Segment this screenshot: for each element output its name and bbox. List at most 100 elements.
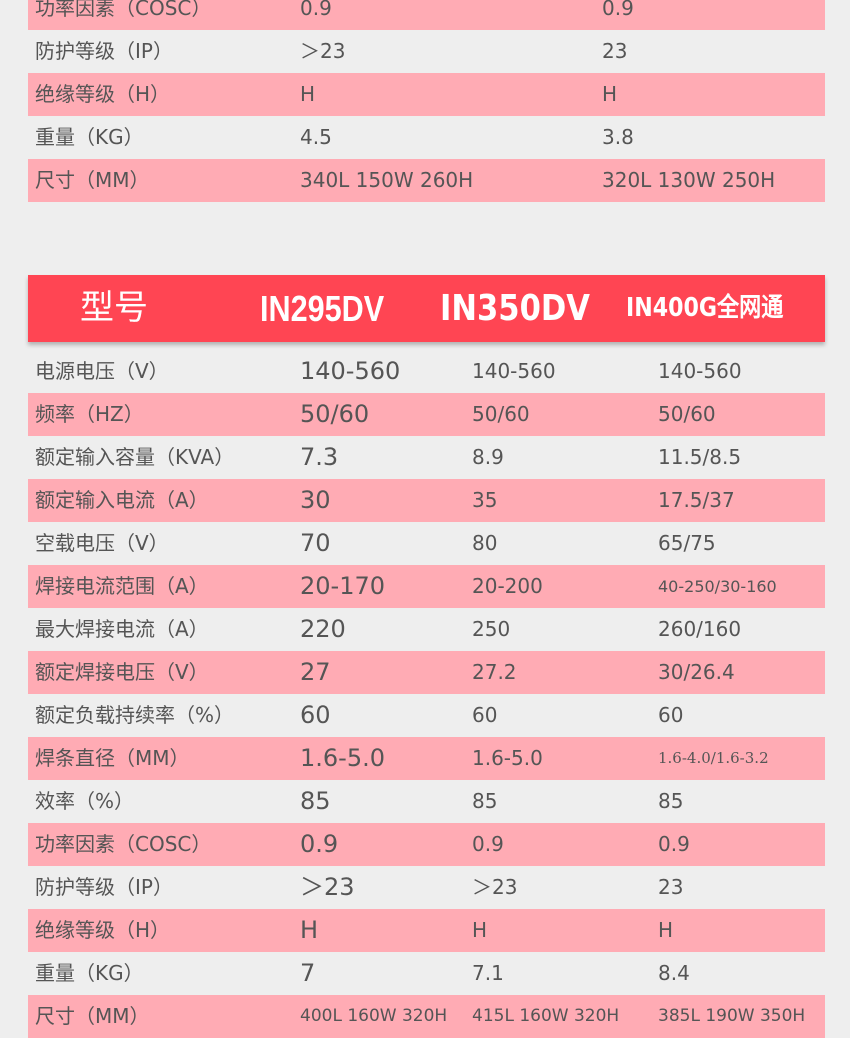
value-cell: 0.9 <box>300 0 332 20</box>
table-row: 尺寸（MM） 340L 150W 260H 320L 130W 250H <box>28 159 825 202</box>
table-row: 重量（KG） 4.5 3.8 <box>28 116 825 159</box>
value-in295dv: 7.3 <box>300 443 339 471</box>
value-in295dv: 140-560 <box>300 357 401 385</box>
table-row: 最大焊接电流（A） 220 250 260/160 <box>28 608 825 651</box>
value-cell: ＞23 <box>300 39 346 63</box>
row-label: 功率因素（COSC） <box>35 832 212 856</box>
table-row: 绝缘等级（H） H H <box>28 73 825 116</box>
table-row: 额定负载持续率（%） 60 60 60 <box>28 694 825 737</box>
value-in400g: 8.4 <box>658 961 690 985</box>
model-in350dv: IN350DV <box>440 288 590 329</box>
value-in350dv: 7.1 <box>472 961 504 985</box>
table-row: 焊条直径（MM） 1.6-5.0 1.6-5.0 1.6-4.0/1.6-3.2 <box>28 737 825 780</box>
row-label: 尺寸（MM） <box>35 168 150 192</box>
value-in350dv: ＞23 <box>472 875 518 899</box>
row-label: 防护等级（IP） <box>35 875 173 899</box>
row-label: 额定输入电流（A） <box>35 488 209 512</box>
value-in295dv: 7 <box>300 959 316 987</box>
table-row: 效率（%） 85 85 85 <box>28 780 825 823</box>
row-label: 焊条直径（MM） <box>35 746 190 770</box>
value-cell: 23 <box>602 39 628 63</box>
value-in350dv: 250 <box>472 617 511 641</box>
row-label: 重量（KG） <box>35 125 144 149</box>
table-row: 频率（HZ） 50/60 50/60 50/60 <box>28 393 825 436</box>
value-in400g: 0.9 <box>658 832 690 856</box>
value-in400g: 17.5/37 <box>658 488 735 512</box>
table-row: 空载电压（V） 70 80 65/75 <box>28 522 825 565</box>
table-row: 绝缘等级（H） H H H <box>28 909 825 952</box>
value-in400g: 40-250/30-160 <box>658 577 777 596</box>
value-in295dv: 60 <box>300 701 331 729</box>
value-in400g: 385L 190W 350H <box>658 1006 806 1026</box>
row-label: 防护等级（IP） <box>35 39 173 63</box>
value-in295dv: 27 <box>300 658 331 686</box>
value-in295dv: ＞23 <box>300 873 355 901</box>
value-in295dv: 30 <box>300 486 331 514</box>
value-in400g: 260/160 <box>658 617 742 641</box>
table-row: 尺寸（MM） 400L 160W 320H 415L 160W 320H 385… <box>28 995 825 1038</box>
value-in295dv: 400L 160W 320H <box>300 1006 448 1026</box>
value-cell: 320L 130W 250H <box>602 168 776 192</box>
table-row: 功率因素（COSC） 0.9 0.9 0.9 <box>28 823 825 866</box>
model-label: 型号 <box>80 288 148 328</box>
row-label: 绝缘等级（H） <box>35 82 171 106</box>
value-in350dv: 415L 160W 320H <box>472 1006 620 1026</box>
value-in350dv: 20-200 <box>472 574 543 598</box>
row-label: 绝缘等级（H） <box>35 918 171 942</box>
row-label: 电源电压（V） <box>35 359 169 383</box>
table-row: 功率因素（COSC） 0.9 0.9 <box>28 0 825 30</box>
value-cell: 340L 150W 260H <box>300 168 474 192</box>
value-cell: 4.5 <box>300 125 332 149</box>
value-in295dv: 1.6-5.0 <box>300 744 385 772</box>
value-in350dv: 85 <box>472 789 498 813</box>
value-cell: H <box>602 82 618 106</box>
value-in295dv: 0.9 <box>300 830 339 858</box>
value-cell: 0.9 <box>602 0 634 20</box>
value-in350dv: 60 <box>472 703 498 727</box>
value-in295dv: 20-170 <box>300 572 386 600</box>
value-in400g: 60 <box>658 703 684 727</box>
value-in400g: 50/60 <box>658 402 716 426</box>
row-label: 额定焊接电压（V） <box>35 660 209 684</box>
value-in350dv: 35 <box>472 488 498 512</box>
value-in350dv: 8.9 <box>472 445 504 469</box>
value-in295dv: 85 <box>300 787 331 815</box>
row-label: 频率（HZ） <box>35 402 144 426</box>
value-in350dv: 0.9 <box>472 832 504 856</box>
value-in350dv: 80 <box>472 531 498 555</box>
value-in350dv: 140-560 <box>472 359 556 383</box>
value-in350dv: 1.6-5.0 <box>472 746 543 770</box>
value-cell: H <box>300 82 316 106</box>
row-label: 重量（KG） <box>35 961 144 985</box>
value-in400g: 23 <box>658 875 684 899</box>
value-in350dv: H <box>472 918 488 942</box>
value-cell: 3.8 <box>602 125 634 149</box>
value-in400g: 140-560 <box>658 359 742 383</box>
value-in295dv: 70 <box>300 529 331 557</box>
value-in350dv: 50/60 <box>472 402 530 426</box>
row-label: 效率（%） <box>35 789 135 813</box>
row-label: 尺寸（MM） <box>35 1004 150 1028</box>
row-label: 功率因素（COSC） <box>35 0 212 20</box>
row-label: 焊接电流范围（A） <box>35 574 209 598</box>
table-row: 额定输入容量（KVA） 7.3 8.9 11.5/8.5 <box>28 436 825 479</box>
value-in400g: 30/26.4 <box>658 660 735 684</box>
model-in295dv: IN295DV <box>260 288 385 329</box>
table-row: 额定输入电流（A） 30 35 17.5/37 <box>28 479 825 522</box>
table-row: 额定焊接电压（V） 27 27.2 30/26.4 <box>28 651 825 694</box>
value-in400g: 85 <box>658 789 684 813</box>
table-row: 重量（KG） 7 7.1 8.4 <box>28 952 825 995</box>
row-label: 空载电压（V） <box>35 531 169 555</box>
row-label: 额定输入容量（KVA） <box>35 445 235 469</box>
table-row: 焊接电流范围（A） 20-170 20-200 40-250/30-160 <box>28 565 825 608</box>
value-in400g: 11.5/8.5 <box>658 445 742 469</box>
row-label: 额定负载持续率（%） <box>35 703 235 727</box>
value-in295dv: H <box>300 916 319 944</box>
model-in400g: IN400G全网通 <box>626 293 784 323</box>
value-in400g: 1.6-4.0/1.6-3.2 <box>658 749 769 767</box>
table-row: 电源电压（V） 140-560 140-560 140-560 <box>28 350 825 393</box>
value-in350dv: 27.2 <box>472 660 517 684</box>
model-header: 型号 IN295DV IN350DV IN400G全网通 <box>28 275 825 342</box>
value-in400g: H <box>658 918 674 942</box>
row-label: 最大焊接电流（A） <box>35 617 209 641</box>
